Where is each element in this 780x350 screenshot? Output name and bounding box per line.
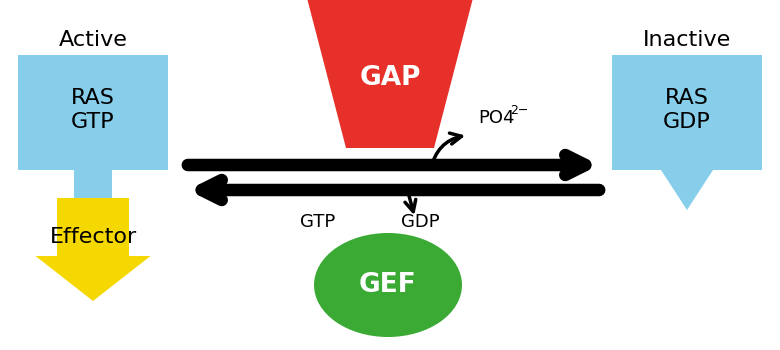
Text: RAS: RAS [71, 88, 115, 108]
Text: GDP: GDP [401, 213, 439, 231]
Polygon shape [18, 55, 168, 170]
Text: 4: 4 [502, 109, 513, 127]
Text: GEF: GEF [359, 272, 417, 298]
Polygon shape [612, 55, 762, 170]
Text: Effector: Effector [49, 227, 136, 247]
Text: 2−: 2− [510, 104, 528, 117]
Text: GTP: GTP [300, 213, 335, 231]
Text: Active: Active [58, 30, 127, 50]
Polygon shape [36, 198, 151, 301]
Polygon shape [661, 170, 713, 210]
Text: GAP: GAP [360, 65, 420, 91]
Text: PO: PO [478, 109, 503, 127]
Ellipse shape [314, 233, 462, 337]
Text: Inactive: Inactive [643, 30, 731, 50]
Polygon shape [307, 0, 473, 148]
Text: GTP: GTP [71, 112, 115, 132]
Polygon shape [74, 170, 112, 198]
Text: RAS: RAS [665, 88, 709, 108]
Text: GDP: GDP [663, 112, 711, 132]
